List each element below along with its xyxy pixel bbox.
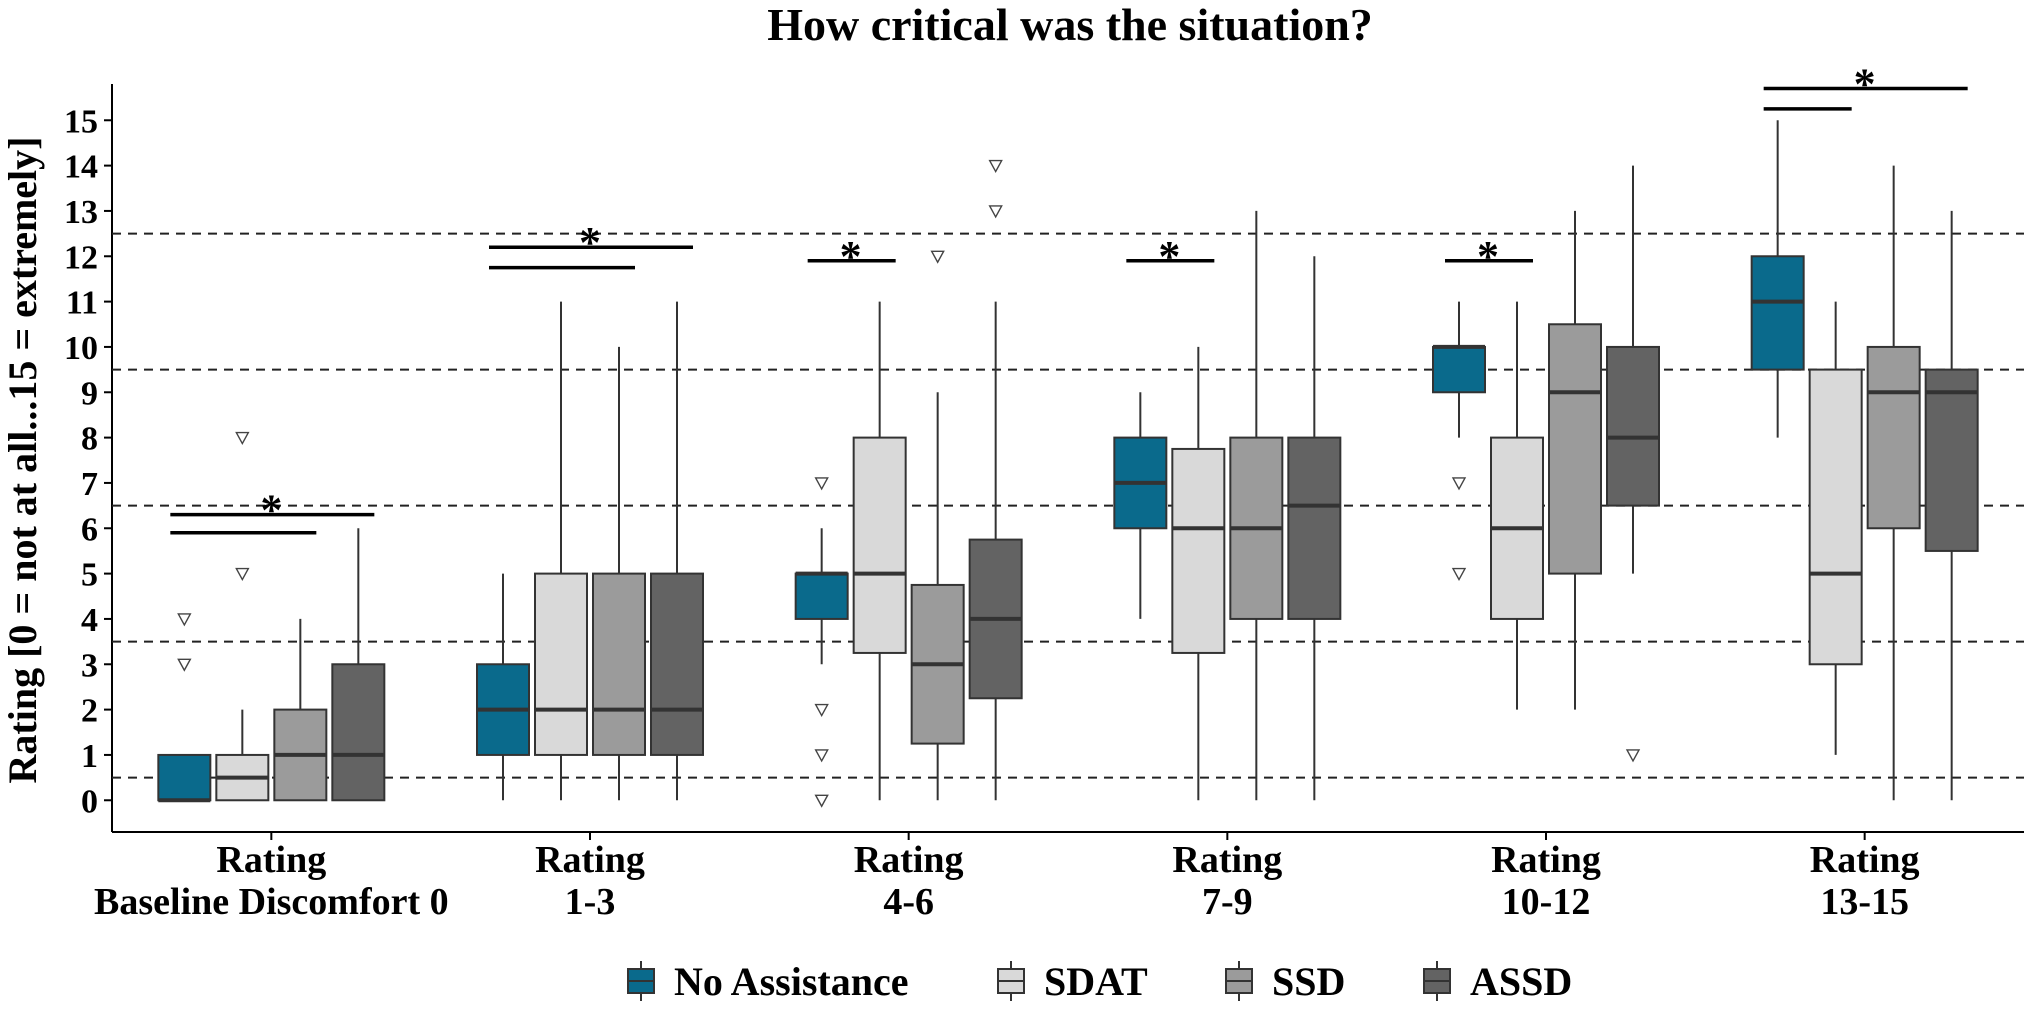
y-tick-label: 12 (64, 239, 98, 276)
outlier-marker (988, 159, 1003, 174)
box-no-assistance (794, 572, 849, 620)
y-tick-label: 4 (81, 602, 98, 639)
x-category-label: Rating (535, 839, 645, 881)
x-category-label: Baseline Discomfort 0 (94, 881, 449, 923)
box-ssd (1866, 345, 1921, 530)
y-tick-label: 7 (81, 466, 98, 503)
x-category-label: Rating (216, 839, 326, 881)
legend-item-assd: ASSD (1423, 959, 1572, 1004)
x-category-label: 10-12 (1502, 881, 1591, 923)
y-tick-label: 5 (81, 557, 98, 594)
outlier-marker (235, 567, 250, 582)
outlier-marker (1625, 749, 1641, 763)
legend-label: No Assistance (674, 959, 908, 1004)
x-category-label: 1-3 (565, 881, 616, 923)
box-assd (331, 663, 386, 802)
y-tick-label: 13 (64, 194, 98, 231)
box-assd (1606, 345, 1660, 507)
outlier-marker (235, 431, 250, 446)
legend-label: SDAT (1044, 959, 1148, 1004)
y-tick-label: 2 (81, 693, 98, 730)
x-category-label: Rating (1491, 839, 1601, 881)
y-tick-label: 15 (64, 103, 98, 140)
x-category-label: Rating (1810, 839, 1920, 881)
significance-star: * (1854, 60, 1876, 109)
box-no-assistance (1432, 345, 1486, 394)
chart-title: How critical was the situation? (767, 0, 1373, 50)
significance-star: * (1477, 232, 1499, 281)
significance-star: * (579, 218, 601, 267)
outlier-marker (930, 250, 945, 264)
y-tick-label: 11 (66, 285, 98, 322)
y-axis-title: Rating [0 = not at all...15 = extremely] (0, 137, 45, 784)
y-tick-label: 10 (64, 330, 98, 367)
box-assd (1924, 368, 1979, 552)
box-sdat (1808, 368, 1863, 666)
outlier-marker (177, 613, 192, 627)
y-tick-label: 0 (81, 783, 98, 820)
legend-item-no-assistance: No Assistance (627, 959, 908, 1004)
box-no-assistance (1750, 255, 1805, 371)
y-tick-label: 1 (81, 738, 98, 775)
box-no-assistance (157, 753, 212, 802)
x-category-label: 13-15 (1820, 881, 1909, 923)
y-tick-label: 6 (81, 511, 98, 548)
outlier-marker (814, 794, 829, 808)
legend: No Assistance SDAT SSD ASSD (627, 959, 1572, 1004)
outlier-marker (814, 477, 829, 491)
x-category-label: Rating (1172, 839, 1282, 881)
legend-label: ASSD (1470, 959, 1572, 1004)
outlier-marker (814, 749, 829, 763)
box-sdat (852, 436, 907, 654)
x-category-label: 7-9 (1202, 881, 1253, 923)
significance-star: * (840, 232, 862, 281)
box-ssd (1548, 323, 1602, 575)
box-assd (1287, 436, 1342, 620)
box-assd (650, 572, 704, 756)
x-category-label: 4-6 (883, 881, 934, 923)
legend-label: SSD (1272, 959, 1345, 1004)
legend-item-ssd: SSD (1225, 959, 1345, 1004)
box-ssd (592, 572, 646, 756)
outlier-marker (988, 205, 1003, 219)
box-sdat (1171, 447, 1226, 654)
significance-star: * (260, 486, 282, 535)
y-tick-label: 14 (64, 149, 98, 186)
significance-star: * (1158, 232, 1180, 281)
outlier-marker (814, 703, 829, 718)
outlier-marker (1451, 567, 1467, 582)
box-sdat (534, 572, 588, 756)
outlier-marker (1451, 477, 1467, 491)
legend-item-sdat: SDAT (997, 959, 1148, 1004)
y-tick-label: 3 (81, 647, 98, 684)
y-tick-label: 9 (81, 375, 98, 412)
outlier-marker (177, 658, 192, 672)
y-tick-label: 8 (81, 421, 98, 458)
x-category-label: Rating (854, 839, 964, 881)
